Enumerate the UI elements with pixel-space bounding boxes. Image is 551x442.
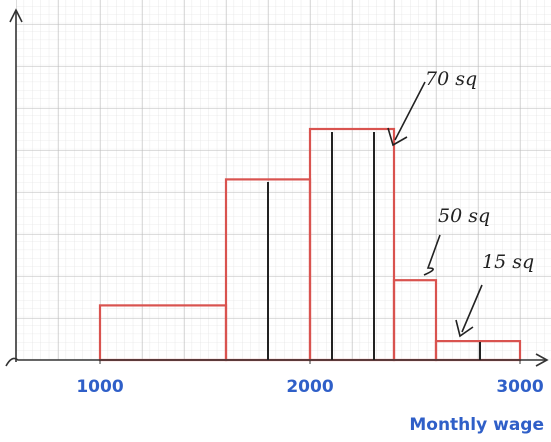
x-tick-label: 1000 [76, 377, 123, 397]
annotation: 50 sq [438, 205, 490, 227]
x-axis [6, 358, 546, 366]
x-tick-label: 2000 [286, 377, 333, 397]
annotation: 70 sq [425, 68, 477, 90]
annotation: 15 sq [482, 251, 534, 273]
chart: 70 sq 50 sq 15 sq Monthly wage 1000 2000 3… [0, 0, 551, 442]
x-axis-label: Monthly wage [409, 415, 544, 435]
x-tick-label: 3000 [496, 377, 543, 397]
